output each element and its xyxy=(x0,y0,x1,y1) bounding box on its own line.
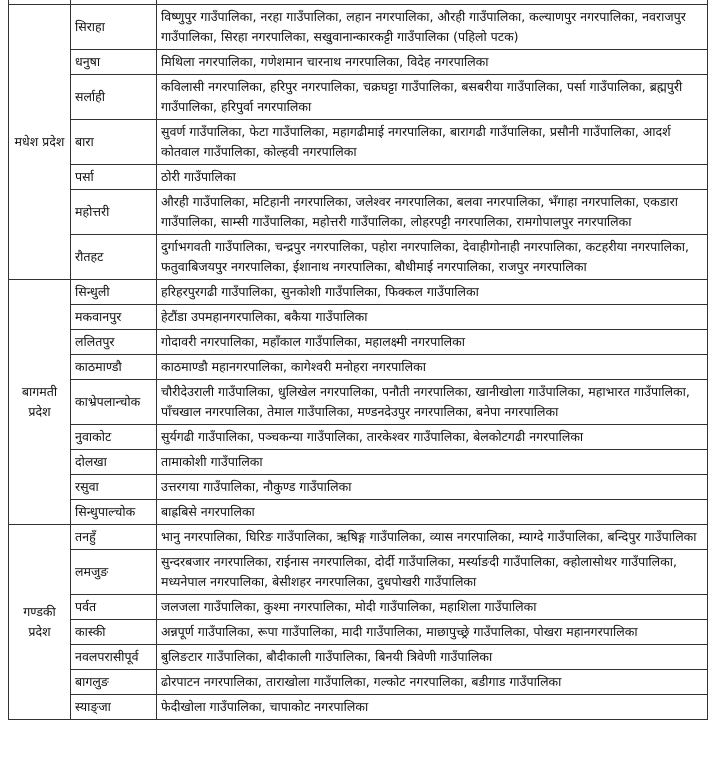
municipality-list: ढोरपाटन नगरपालिका, ताराखोला गाउँपालिका, … xyxy=(156,669,708,695)
district-name: मकवानपुर xyxy=(70,304,157,330)
district-name: रसुवा xyxy=(70,474,157,500)
municipality-list: भानु नगरपालिका, घिरिङ गाउँपालिका, ऋषिङ्ग… xyxy=(156,524,708,550)
table-row: ललितपुर गोदावरी नगरपालिका, महाँकाल गाउँपा… xyxy=(9,329,708,355)
table-row: धनुषा मिथिला नगरपालिका, गणेशमान चारनाथ नग… xyxy=(9,49,708,75)
municipality-list: ठोरी गाउँपालिका xyxy=(156,164,708,190)
table-row: दोलखा तामाकोशी गाउँपालिका xyxy=(9,449,708,475)
district-name: बागलुङ xyxy=(70,669,157,695)
table-row: गण्डकी प्रदेश तनहुँ भानु नगरपालिका, घिरिङ … xyxy=(8,524,708,720)
district-name: ललितपुर xyxy=(70,329,157,355)
district-name: महोत्तरी xyxy=(70,189,157,235)
municipality-list: सुवर्ण गाउँपालिका, फेटा गाउँपालिका, महाग… xyxy=(156,119,708,165)
table-row: रौतहट दुर्गाभगवती गाउँपालिका, चन्द्रपुर न… xyxy=(9,234,708,280)
district-name: स्याङ्जा xyxy=(70,694,157,720)
table-row: काठमाण्डौ काठमाण्डौ महानगरपालिका, कागेश्व… xyxy=(9,354,708,380)
district-name: लमजुङ xyxy=(70,549,157,595)
table-row: लमजुङ सुन्दरबजार नगरपालिका, राईनास नगरपाल… xyxy=(9,549,708,595)
municipality-list: तामाकोशी गाउँपालिका xyxy=(156,449,708,475)
municipality-list: चौरीदेउराली गाउँपालिका, धुलिखेल नगरपालिक… xyxy=(156,379,708,425)
municipality-list: अन्नपूर्ण गाउँपालिका, रूपा गाउँपालिका, म… xyxy=(156,619,708,645)
table-row: बागलुङ ढोरपाटन नगरपालिका, ताराखोला गाउँपा… xyxy=(9,669,708,695)
district-name: नवलपरासीपूर्व xyxy=(70,644,157,670)
table-row: मकवानपुर हेटौंडा उपमहानगरपालिका, बकैया गा… xyxy=(9,304,708,330)
district-name: दोलखा xyxy=(70,449,157,475)
municipality-list: बाह्रबिसे नगरपालिका xyxy=(156,499,708,525)
table-row: मधेश प्रदेश सिराहा विष्णुपुर गाउँपालिका, न… xyxy=(8,4,708,280)
table-row: काभ्रेपलान्चोक चौरीदेउराली गाउँपालिका, धु… xyxy=(9,379,708,425)
district-name: रौतहट xyxy=(70,234,157,280)
municipality-list: गोदावरी नगरपालिका, महाँकाल गाउँपालिका, म… xyxy=(156,329,708,355)
municipality-list: हेटौंडा उपमहानगरपालिका, बकैया गाउँपालिका xyxy=(156,304,708,330)
district-name: बारा xyxy=(70,119,157,165)
table-row: कास्की अन्नपूर्ण गाउँपालिका, रूपा गाउँपाल… xyxy=(9,619,708,645)
table-row: रसुवा उत्तरगया गाउँपालिका, नौकुण्ड गाउँपा… xyxy=(9,474,708,500)
province-name: गण्डकी प्रदेश xyxy=(8,524,71,720)
district-name: कास्की xyxy=(70,619,157,645)
district-name: पर्सा xyxy=(70,164,157,190)
district-name: काठमाण्डौ xyxy=(70,354,157,380)
table-row: बारा सुवर्ण गाउँपालिका, फेटा गाउँपालिका, … xyxy=(9,119,708,165)
table-row: नवलपरासीपूर्व बुलिङटार गाउँपालिका, बौदीका… xyxy=(9,644,708,670)
district-name: धनुषा xyxy=(70,49,157,75)
municipality-list: फेदीखोला गाउँपालिका, चापाकोट नगरपालिका xyxy=(156,694,708,720)
district-name: पर्वत xyxy=(70,594,157,620)
municipality-list: विष्णुपुर गाउँपालिका, नरहा गाउँपालिका, ल… xyxy=(156,4,708,50)
district-name: सर्लाही xyxy=(70,74,157,120)
district-name: तनहुँ xyxy=(70,524,157,550)
municipality-list: सुर्यगढी गाउँपालिका, पञ्चकन्या गाउँपालिक… xyxy=(156,424,708,450)
municipality-list: बुलिङटार गाउँपालिका, बौदीकाली गाउँपालिका… xyxy=(156,644,708,670)
district-name: काभ्रेपलान्चोक xyxy=(70,379,157,425)
district-name: नुवाकोट xyxy=(70,424,157,450)
municipality-list: औरही गाउँपालिका, मटिहानी नगरपालिका, जलेश… xyxy=(156,189,708,235)
municipality-list: उत्तरगया गाउँपालिका, नौकुण्ड गाउँपालिका xyxy=(156,474,708,500)
municipality-list: दुर्गाभगवती गाउँपालिका, चन्द्रपुर नगरपाल… xyxy=(156,234,708,280)
table-row: पर्सा ठोरी गाउँपालिका xyxy=(9,164,708,190)
table-row: महोत्तरी औरही गाउँपालिका, मटिहानी नगरपालि… xyxy=(9,189,708,235)
province-name: मधेश प्रदेश xyxy=(8,4,71,280)
table-row: सर्लाही कविलासी नगरपालिका, हरिपुर नगरपालि… xyxy=(9,74,708,120)
municipality-table: मधेश प्रदेश सिराहा विष्णुपुर गाउँपालिका, न… xyxy=(8,0,708,720)
table-row: सिन्धुपाल्चोक बाह्रबिसे नगरपालिका xyxy=(9,499,708,525)
province-name: बागमती प्रदेश xyxy=(8,279,71,525)
municipality-list: कविलासी नगरपालिका, हरिपुर नगरपालिका, चक्… xyxy=(156,74,708,120)
table-row: पर्वत जलजला गाउँपालिका, कुश्मा नगरपालिका,… xyxy=(9,594,708,620)
table-body: मधेश प्रदेश सिराहा विष्णुपुर गाउँपालिका, न… xyxy=(8,0,708,720)
table-row: नुवाकोट सुर्यगढी गाउँपालिका, पञ्चकन्या गा… xyxy=(9,424,708,450)
district-name: सिन्धुली xyxy=(70,279,157,305)
table-row: बागमती प्रदेश सिन्धुली हरिहरपुरगढी गाउँपाल… xyxy=(8,279,708,525)
municipality-list: हरिहरपुरगढी गाउँपालिका, सुनकोशी गाउँपालि… xyxy=(156,279,708,305)
table-row: स्याङ्जा फेदीखोला गाउँपालिका, चापाकोट नगर… xyxy=(9,694,708,720)
municipality-list: जलजला गाउँपालिका, कुश्मा नगरपालिका, मोदी… xyxy=(156,594,708,620)
district-name: सिराहा xyxy=(70,4,157,50)
municipality-list: सुन्दरबजार नगरपालिका, राईनास नगरपालिका, … xyxy=(156,549,708,595)
municipality-list: काठमाण्डौ महानगरपालिका, कागेश्वरी मनोहरा… xyxy=(156,354,708,380)
district-name: सिन्धुपाल्चोक xyxy=(70,499,157,525)
municipality-list: मिथिला नगरपालिका, गणेशमान चारनाथ नगरपालि… xyxy=(156,49,708,75)
